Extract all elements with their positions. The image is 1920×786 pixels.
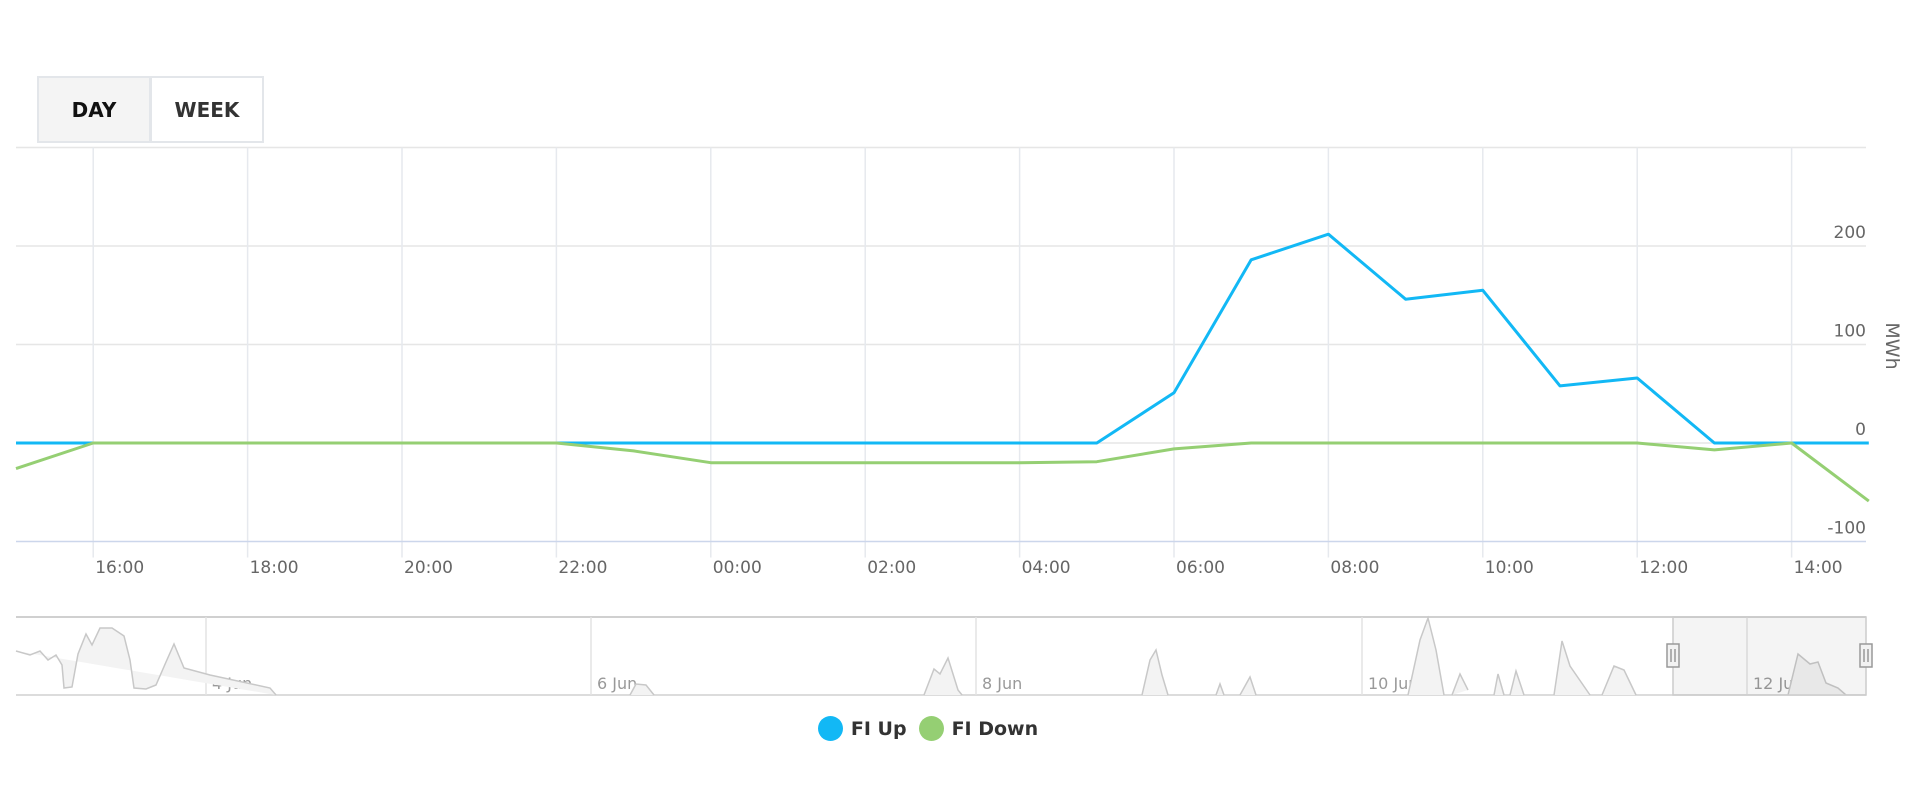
- navigator-series: [15, 615, 1847, 696]
- navigator-left-handle[interactable]: [1666, 643, 1680, 668]
- y-tick-label: 200: [1834, 223, 1866, 243]
- navigator-date-label: 10 Jun: [1368, 674, 1418, 693]
- navigator-right-handle[interactable]: [1859, 643, 1873, 668]
- fi-up-series-line[interactable]: [16, 232, 1869, 445]
- fi-up-swatch-icon: [817, 716, 843, 741]
- navigator-date-label: 6 Jun: [597, 674, 637, 693]
- y-tick-label: -100: [1827, 519, 1866, 539]
- legend-label: FI Down: [951, 717, 1039, 740]
- x-tick-label: 10:00: [1485, 558, 1534, 578]
- fi-down-series-line[interactable]: [15, 441, 1870, 503]
- legend-item-fi-down[interactable]: FI Down: [918, 716, 1039, 741]
- range-selector: DAY WEEK: [37, 76, 264, 143]
- navigator-selection[interactable]: [1672, 616, 1867, 696]
- x-tick-label: 06:00: [1176, 558, 1225, 578]
- range-day-button[interactable]: DAY: [37, 76, 151, 143]
- x-tick-label: 12:00: [1639, 558, 1688, 578]
- legend-item-fi-up[interactable]: FI Up: [817, 716, 907, 741]
- legend-label: FI Up: [850, 717, 907, 740]
- x-tick-label: 18:00: [250, 558, 299, 578]
- x-tick-label: 14:00: [1794, 558, 1843, 578]
- y-tick-label: 100: [1834, 322, 1866, 342]
- x-tick-label: 02:00: [867, 558, 916, 578]
- x-tick-label: 04:00: [1022, 558, 1071, 578]
- x-tick-label: 22:00: [558, 558, 607, 578]
- x-tick-label: 16:00: [95, 558, 144, 578]
- y-axis-title: MWh: [1881, 322, 1903, 369]
- range-week-button[interactable]: WEEK: [150, 76, 264, 143]
- navigator-date-label: 8 Jun: [982, 674, 1022, 693]
- x-tick-label: 00:00: [713, 558, 762, 578]
- x-tick-label: 20:00: [404, 558, 453, 578]
- legend: FI Up FI Down: [0, 716, 1920, 741]
- fi-down-swatch-icon: [918, 716, 944, 741]
- y-tick-label: 0: [1855, 420, 1866, 440]
- x-tick-label: 08:00: [1330, 558, 1379, 578]
